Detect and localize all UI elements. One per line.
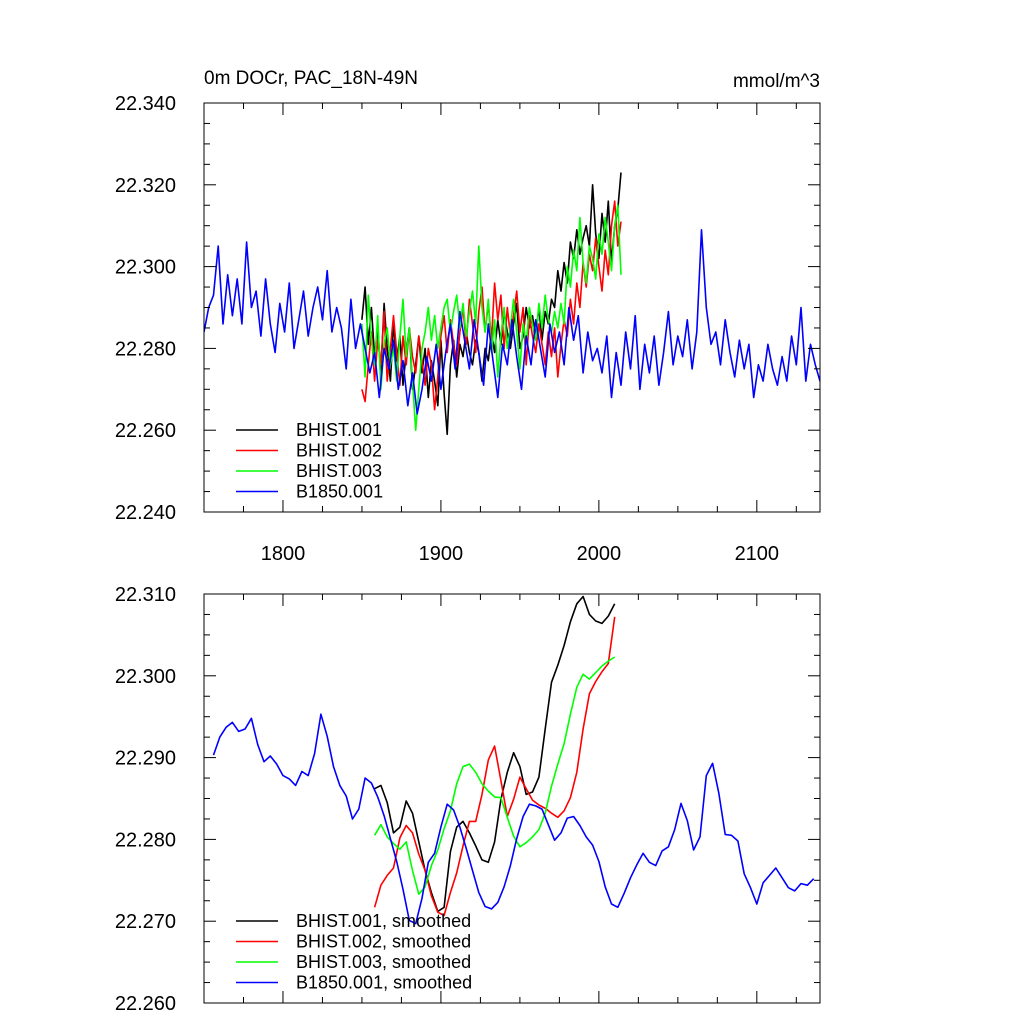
bottom-chart-panel: 22.260 22.270 22.280 22.290 22.300 22.310 BHIS… xyxy=(115,584,821,1015)
y-tick-label: 22.340 xyxy=(115,93,176,115)
series-line-b1850-001 xyxy=(204,229,820,415)
y-tick-label: 22.280 xyxy=(115,338,176,360)
series-group xyxy=(204,172,820,436)
legend-label: BHIST.002 xyxy=(296,441,382,461)
top-chart-panel: 0m DOCr, PAC_18N-49N mmol/m^3 22.24022.2… xyxy=(115,68,821,565)
x-tick-label: 1900 xyxy=(419,543,464,565)
series-line-bhist-003 xyxy=(361,204,622,432)
x-axis xyxy=(203,594,797,1003)
series-line-bhist-001 xyxy=(361,172,622,436)
series-line-bhist-002-smoothed xyxy=(373,616,616,917)
units-label: mmol/m^3 xyxy=(733,71,820,92)
y-axis: 22.240 22.260 22.280 22.300 22.320 22.340 xyxy=(115,93,820,524)
y-tick-label: 22.260 xyxy=(115,993,176,1015)
chart-title: 0m DOCr, PAC_18N-49N xyxy=(204,68,418,89)
series-group xyxy=(212,595,815,925)
y-tick-label: 22.240 xyxy=(115,502,176,524)
legend-label: BHIST.002, smoothed xyxy=(296,932,471,952)
y-tick-label: 22.260 xyxy=(115,420,176,442)
legend-label: BHIST.001, smoothed xyxy=(296,911,471,931)
series-line-b1850-001-smoothed xyxy=(212,713,815,925)
series-line-bhist-001-smoothed xyxy=(374,595,616,913)
series-line-bhist-003-smoothed xyxy=(373,656,616,896)
legend-label: B1850.001, smoothed xyxy=(296,973,472,993)
y-tick-label: 22.290 xyxy=(115,748,176,770)
y-tick-label: 22.270 xyxy=(115,911,176,933)
legend-label: BHIST.003, smoothed xyxy=(296,952,471,972)
x-tick-label: 2100 xyxy=(735,543,780,565)
legend-label: BHIST.001 xyxy=(296,420,382,440)
y-tick-label: 22.310 xyxy=(115,584,176,606)
legend-label: B1850.001 xyxy=(296,482,383,502)
x-tick-label: 2000 xyxy=(577,543,622,565)
y-tick-label: 22.300 xyxy=(115,257,176,279)
x-axis: 1800 1900 2000 2100 xyxy=(203,103,797,565)
x-tick-label: 1800 xyxy=(261,543,306,565)
y-tick-label: 22.280 xyxy=(115,829,176,851)
y-axis: 22.260 22.270 22.280 22.290 22.300 22.310 xyxy=(115,584,820,1015)
legend-label: BHIST.003 xyxy=(296,461,382,481)
y-tick-label: 22.320 xyxy=(115,175,176,197)
y-tick-label: 22.300 xyxy=(115,666,176,688)
